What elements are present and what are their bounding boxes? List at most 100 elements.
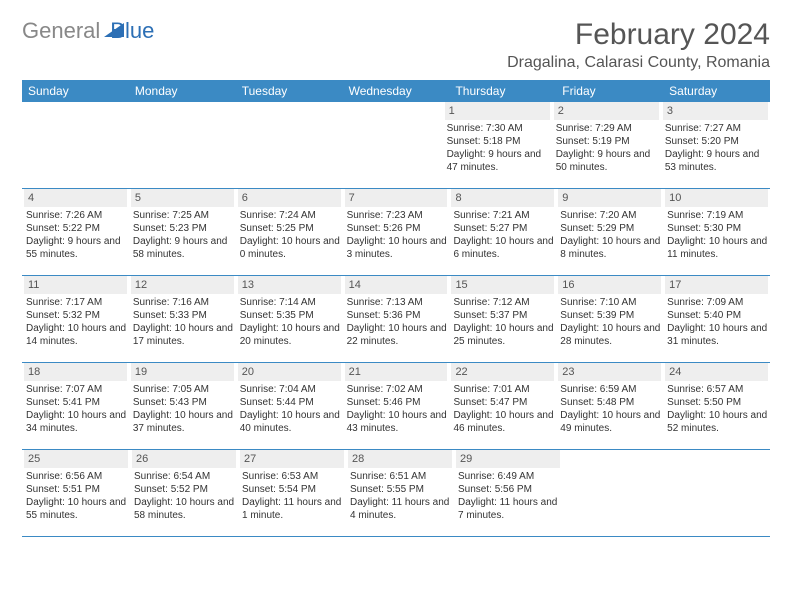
sunset-text: Sunset: 5:18 PM [447, 135, 550, 148]
week-row: 4Sunrise: 7:26 AMSunset: 5:22 PMDaylight… [22, 189, 770, 276]
sunrise-text: Sunrise: 6:54 AM [134, 470, 236, 483]
sunset-text: Sunset: 5:19 PM [556, 135, 659, 148]
sunrise-text: Sunrise: 6:59 AM [560, 383, 661, 396]
day-cell: 17 Sunrise: 7:09 AMSunset: 5:40 PMDayligh… [663, 276, 770, 362]
day-info: Sunrise: 7:14 AMSunset: 5:35 PMDaylight:… [238, 296, 341, 348]
sunset-text: Sunset: 5:23 PM [133, 222, 234, 235]
sunrise-text: Sunrise: 7:12 AM [453, 296, 554, 309]
day-number: 8 [451, 189, 554, 207]
logo-text-gray: General [22, 18, 100, 44]
sunset-text: Sunset: 5:40 PM [667, 309, 768, 322]
sunrise-text: Sunrise: 7:21 AM [453, 209, 554, 222]
day-info: Sunrise: 7:25 AMSunset: 5:23 PMDaylight:… [131, 209, 234, 261]
daylight-text: Daylight: 10 hours and 28 minutes. [560, 322, 661, 348]
day-number: 5 [131, 189, 234, 207]
sunset-text: Sunset: 5:35 PM [240, 309, 341, 322]
sunset-text: Sunset: 5:48 PM [560, 396, 661, 409]
day-cell: 1Sunrise: 7:30 AMSunset: 5:18 PMDaylight… [443, 102, 552, 188]
day-cell: 7Sunrise: 7:23 AMSunset: 5:26 PMDaylight… [343, 189, 450, 275]
daylight-text: Daylight: 10 hours and 40 minutes. [240, 409, 341, 435]
sunset-text: Sunset: 5:26 PM [347, 222, 448, 235]
daylight-text: Daylight: 10 hours and 31 minutes. [667, 322, 768, 348]
day-number: 1 [445, 102, 550, 120]
day-header-sunday: Sunday [22, 80, 129, 102]
sunrise-text: Sunrise: 7:20 AM [560, 209, 661, 222]
day-cell: 14 Sunrise: 7:13 AMSunset: 5:36 PMDayligh… [343, 276, 450, 362]
sunrise-text: Sunrise: 7:09 AM [667, 296, 768, 309]
daylight-text: Daylight: 10 hours and 22 minutes. [347, 322, 448, 348]
day-number: 26 [132, 450, 236, 468]
logo-text-blue: Blue [110, 18, 154, 44]
day-info: Sunrise: 7:04 AMSunset: 5:44 PMDaylight:… [238, 383, 341, 435]
sunrise-text: Sunrise: 7:25 AM [133, 209, 234, 222]
daylight-text: Daylight: 11 hours and 1 minute. [242, 496, 344, 522]
day-cell: 11Sunrise: 7:17 AMSunset: 5:32 PMDayligh… [22, 276, 129, 362]
daylight-text: Daylight: 9 hours and 55 minutes. [26, 235, 127, 261]
day-cell: 10Sunrise: 7:19 AMSunset: 5:30 PMDayligh… [663, 189, 770, 275]
day-info: Sunrise: 6:53 AMSunset: 5:54 PMDaylight:… [240, 470, 344, 522]
sunset-text: Sunset: 5:44 PM [240, 396, 341, 409]
day-header-wednesday: Wednesday [343, 80, 450, 102]
daylight-text: Daylight: 10 hours and 37 minutes. [133, 409, 234, 435]
day-info: Sunrise: 7:01 AMSunset: 5:47 PMDaylight:… [451, 383, 554, 435]
day-number: 18 [24, 363, 127, 381]
day-info: Sunrise: 7:20 AMSunset: 5:29 PMDaylight:… [558, 209, 661, 261]
day-number: 23 [558, 363, 661, 381]
sunset-text: Sunset: 5:55 PM [350, 483, 452, 496]
day-header-saturday: Saturday [663, 80, 770, 102]
daylight-text: Daylight: 11 hours and 4 minutes. [350, 496, 452, 522]
daylight-text: Daylight: 10 hours and 25 minutes. [453, 322, 554, 348]
day-number: 15 [451, 276, 554, 294]
week-row: 25Sunrise: 6:56 AMSunset: 5:51 PMDayligh… [22, 450, 770, 537]
daylight-text: Daylight: 10 hours and 58 minutes. [134, 496, 236, 522]
daylight-text: Daylight: 10 hours and 11 minutes. [667, 235, 768, 261]
day-cell: 8Sunrise: 7:21 AMSunset: 5:27 PMDaylight… [449, 189, 556, 275]
sunrise-text: Sunrise: 7:10 AM [560, 296, 661, 309]
sunset-text: Sunset: 5:46 PM [347, 396, 448, 409]
day-cell: 3Sunrise: 7:27 AMSunset: 5:20 PMDaylight… [661, 102, 770, 188]
calendar: SundayMondayTuesdayWednesdayThursdayFrid… [22, 80, 770, 537]
day-info: Sunrise: 7:16 AMSunset: 5:33 PMDaylight:… [131, 296, 234, 348]
day-cell: 26Sunrise: 6:54 AMSunset: 5:52 PMDayligh… [130, 450, 238, 536]
sunrise-text: Sunrise: 7:05 AM [133, 383, 234, 396]
week-row: 11Sunrise: 7:17 AMSunset: 5:32 PMDayligh… [22, 276, 770, 363]
sunset-text: Sunset: 5:37 PM [453, 309, 554, 322]
sunset-text: Sunset: 5:29 PM [560, 222, 661, 235]
day-info: Sunrise: 7:13 AMSunset: 5:36 PMDaylight:… [345, 296, 448, 348]
daylight-text: Daylight: 10 hours and 55 minutes. [26, 496, 128, 522]
day-cell: 25Sunrise: 6:56 AMSunset: 5:51 PMDayligh… [22, 450, 130, 536]
location-text: Dragalina, Calarasi County, Romania [507, 54, 770, 72]
sunrise-text: Sunrise: 7:27 AM [665, 122, 768, 135]
day-header-thursday: Thursday [449, 80, 556, 102]
sunrise-text: Sunrise: 6:53 AM [242, 470, 344, 483]
day-info: Sunrise: 7:19 AMSunset: 5:30 PMDaylight:… [665, 209, 768, 261]
sunset-text: Sunset: 5:50 PM [667, 396, 768, 409]
day-number: 14 [345, 276, 448, 294]
day-cell: 6Sunrise: 7:24 AMSunset: 5:25 PMDaylight… [236, 189, 343, 275]
daylight-text: Daylight: 10 hours and 14 minutes. [26, 322, 127, 348]
week-row: 18Sunrise: 7:07 AMSunset: 5:41 PMDayligh… [22, 363, 770, 450]
daylight-text: Daylight: 10 hours and 20 minutes. [240, 322, 341, 348]
sunrise-text: Sunrise: 7:19 AM [667, 209, 768, 222]
sunrise-text: Sunrise: 7:02 AM [347, 383, 448, 396]
day-cell: 21Sunrise: 7:02 AMSunset: 5:46 PMDayligh… [343, 363, 450, 449]
daylight-text: Daylight: 10 hours and 43 minutes. [347, 409, 448, 435]
day-info: Sunrise: 6:59 AMSunset: 5:48 PMDaylight:… [558, 383, 661, 435]
day-header-tuesday: Tuesday [236, 80, 343, 102]
sunset-text: Sunset: 5:36 PM [347, 309, 448, 322]
empty-cell [562, 450, 666, 536]
sunset-text: Sunset: 5:39 PM [560, 309, 661, 322]
sunrise-text: Sunrise: 7:29 AM [556, 122, 659, 135]
daylight-text: Daylight: 9 hours and 53 minutes. [665, 148, 768, 174]
day-cell: 29Sunrise: 6:49 AMSunset: 5:56 PMDayligh… [454, 450, 562, 536]
day-header-monday: Monday [129, 80, 236, 102]
day-number: 17 [665, 276, 768, 294]
daylight-text: Daylight: 10 hours and 46 minutes. [453, 409, 554, 435]
day-cell: 28Sunrise: 6:51 AMSunset: 5:55 PMDayligh… [346, 450, 454, 536]
day-info: Sunrise: 7:24 AMSunset: 5:25 PMDaylight:… [238, 209, 341, 261]
sunrise-text: Sunrise: 7:23 AM [347, 209, 448, 222]
day-info: Sunrise: 7:09 AMSunset: 5:40 PMDaylight:… [665, 296, 768, 348]
sunset-text: Sunset: 5:25 PM [240, 222, 341, 235]
day-cell: 13Sunrise: 7:14 AMSunset: 5:35 PMDayligh… [236, 276, 343, 362]
daylight-text: Daylight: 10 hours and 0 minutes. [240, 235, 341, 261]
